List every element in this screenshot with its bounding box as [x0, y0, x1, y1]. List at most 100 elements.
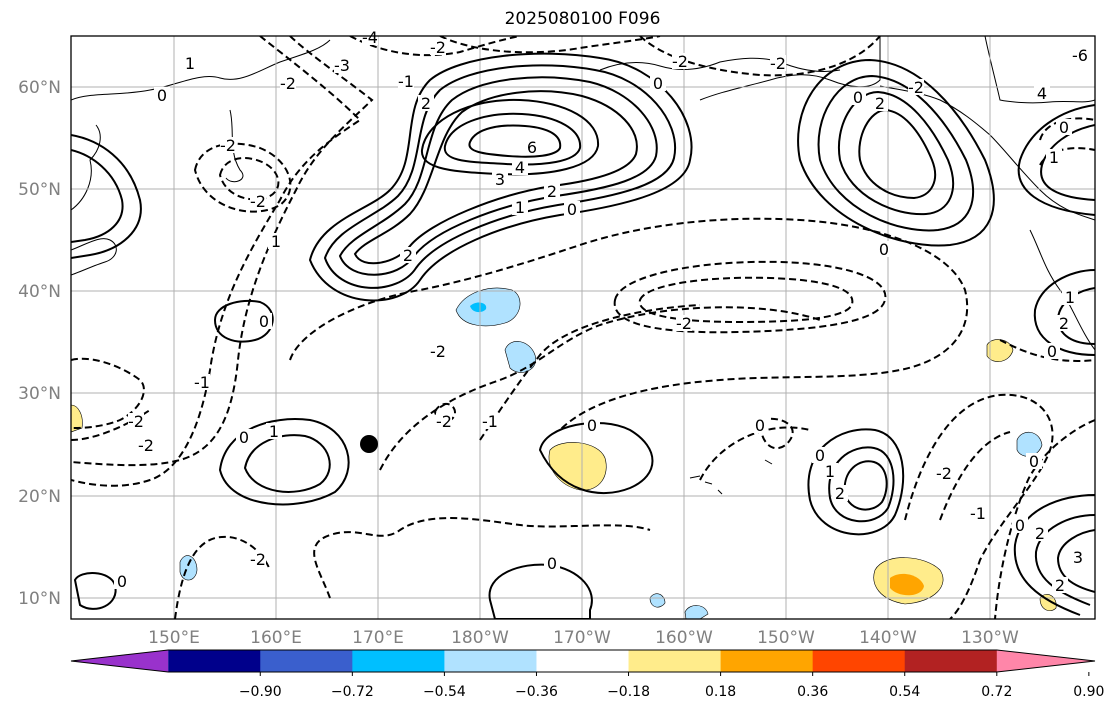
contour-label: 2	[421, 94, 431, 113]
contour-label-bg	[564, 201, 580, 217]
contour-label: -4	[362, 28, 378, 47]
lat-label: 10°N	[18, 589, 61, 609]
contour-label-bg	[872, 95, 888, 111]
contour-label: 4	[515, 158, 525, 177]
contour-label: 6	[527, 138, 537, 157]
contour-label-bg	[1056, 119, 1072, 135]
lon-label: 150°E	[148, 628, 200, 648]
contour-label-bg	[1052, 577, 1068, 593]
contour-label: -2	[676, 314, 692, 333]
coastlines	[71, 36, 1095, 495]
colorbar-tick-label: −0.54	[423, 684, 466, 700]
contour-label-bg	[1044, 343, 1060, 359]
contour-label-bg	[524, 139, 540, 155]
contour-label: -2	[220, 136, 236, 155]
contour-label: 0	[259, 312, 269, 331]
contour-label-bg	[250, 551, 266, 567]
contour-label-bg	[812, 447, 828, 463]
contour-label: 2	[1055, 576, 1065, 595]
contour-label-bg	[650, 75, 666, 91]
contour-label: 2	[875, 94, 885, 113]
contour-label: 0	[157, 86, 167, 105]
shade-blue-north-pacific	[455, 287, 521, 327]
contour-label-bg	[1062, 289, 1078, 305]
colorbar-tick-label: 0.36	[797, 684, 828, 700]
colorbar-extend-high	[996, 650, 1095, 672]
contour-label-bg	[822, 463, 838, 479]
contour-label: 2	[1059, 314, 1069, 333]
lat-label: 20°N	[18, 487, 61, 507]
contour-label: -2	[936, 464, 952, 483]
contour-label: -2	[436, 412, 452, 431]
contour-label-bg	[436, 413, 452, 429]
shade-yellow-subtropic	[548, 442, 607, 491]
contour-label-bg	[182, 55, 198, 71]
contour-label-bg	[492, 171, 508, 187]
shade-blue-south3	[684, 605, 709, 619]
lon-label: 160°E	[250, 628, 302, 648]
colorbar-outline	[70, 649, 1096, 673]
contour-label-bg	[850, 89, 866, 105]
contour-label: 0	[1029, 452, 1039, 471]
colorbar-tick-label: 0.54	[889, 684, 920, 700]
contour-label-bg	[250, 193, 266, 209]
lon-label: 160°W	[655, 628, 713, 648]
colorbar-swatch	[812, 650, 906, 672]
lon-label: 140°W	[859, 628, 917, 648]
lat-label: 30°N	[18, 384, 61, 404]
contour-label: 1	[269, 422, 279, 441]
contour-label: 0	[653, 74, 663, 93]
shade-orange-east	[890, 573, 924, 596]
contour-label: 0	[853, 88, 863, 107]
contour-label-bg	[418, 95, 434, 111]
colorbar-tick-label: 0.18	[705, 684, 736, 700]
contour-label: 3	[1073, 548, 1083, 567]
colorbar-tick-label: −0.72	[331, 684, 374, 700]
shade-blue-south1	[179, 555, 198, 581]
lon-label: 180°W	[451, 628, 509, 648]
contour-label: 1	[185, 54, 195, 73]
contour-label: -3	[334, 56, 350, 75]
contour-label: -2	[138, 436, 154, 455]
contour-label-bg	[220, 137, 236, 153]
contour-label-bg	[268, 233, 284, 249]
colorbar-swatch	[260, 650, 353, 672]
contour-label-bg	[334, 57, 350, 73]
lon-label: 170°W	[553, 628, 611, 648]
shade-cyan-core	[470, 302, 487, 313]
contour-label: 0	[1015, 516, 1025, 535]
contour-label: -6	[1072, 46, 1088, 65]
contour-label-bg	[430, 343, 446, 359]
contour-label: -2	[908, 78, 924, 97]
contour-label: -2	[250, 192, 266, 211]
contour-label: 2	[835, 484, 845, 503]
colorbar-swatch	[352, 650, 445, 672]
contour-label-bg	[138, 437, 154, 453]
lat-label: 50°N	[18, 180, 61, 200]
contour-label-bg	[1026, 453, 1042, 469]
contour-label: -2	[672, 52, 688, 71]
contour-label: -2	[430, 38, 446, 57]
contour-label: -1	[482, 412, 498, 431]
contour-label-bg	[398, 73, 414, 89]
contour-label: 2	[403, 246, 413, 265]
map-title: 2025080100 F096	[504, 9, 661, 29]
location-marker	[360, 435, 378, 453]
contour-label-bg	[512, 199, 528, 215]
contour-label-bg	[128, 413, 144, 429]
contour-label: 0	[1047, 342, 1057, 361]
colorbar-swatch	[720, 650, 814, 672]
contour-label-bg	[280, 75, 296, 91]
contour-label: 0	[815, 446, 825, 465]
contour-label: 0	[755, 416, 765, 435]
contour-label: -2	[250, 550, 266, 569]
contour-label: -2	[280, 74, 296, 93]
lon-label: 170°E	[352, 628, 404, 648]
colorbar-tick-label: −0.18	[607, 684, 650, 700]
contour-label-bg	[1070, 549, 1086, 565]
contour-label-bg	[544, 555, 560, 571]
lon-label: 130°W	[961, 628, 1019, 648]
contour-label: 3	[495, 170, 505, 189]
colorbar-tick-label: −0.36	[515, 684, 558, 700]
latitude-labels: 60°N 50°N 40°N 30°N 20°N 10°N	[18, 78, 61, 609]
